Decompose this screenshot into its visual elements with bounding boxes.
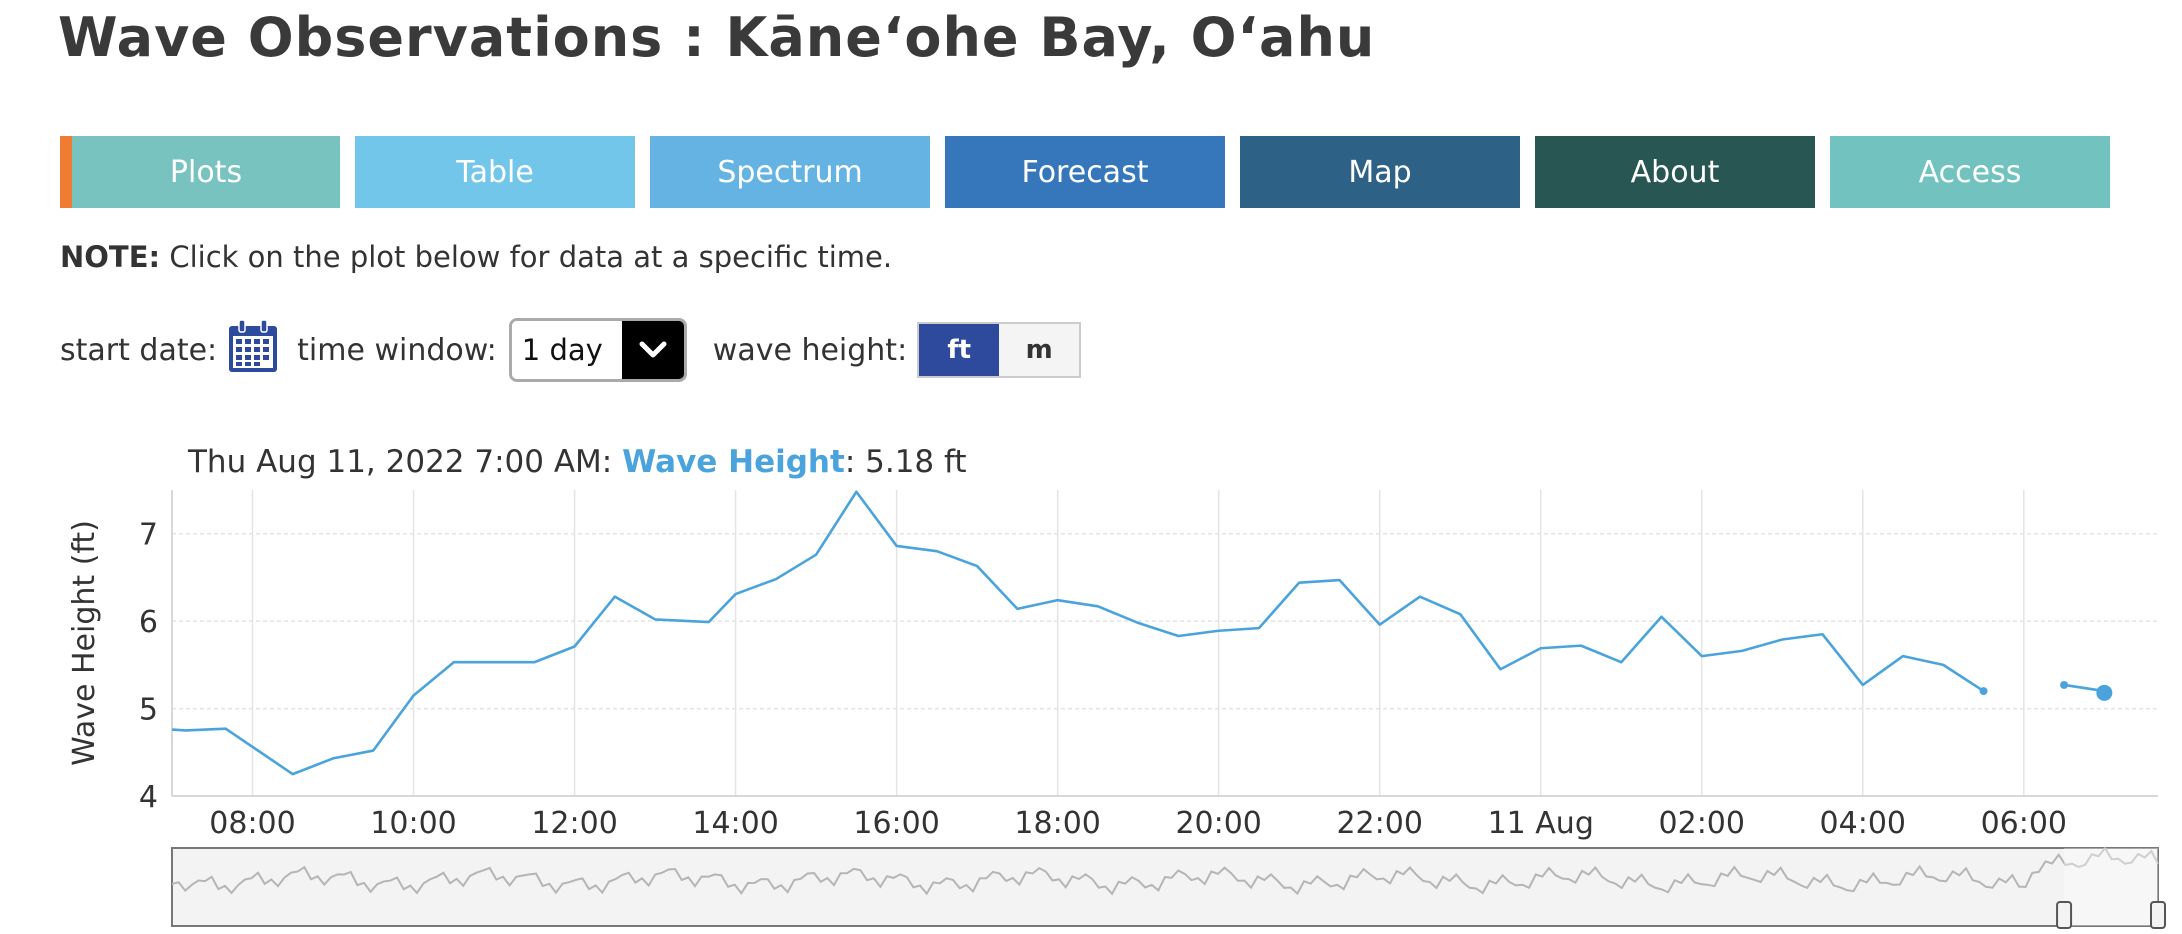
x-tick-label: 14:00 xyxy=(692,806,778,841)
x-tick-label: 20:00 xyxy=(1175,806,1261,841)
y-tick-label: 7 xyxy=(139,518,158,553)
navigator-handle-left[interactable] xyxy=(2056,901,2073,929)
tab-access[interactable]: Access xyxy=(1830,136,2110,208)
highlighted-point[interactable] xyxy=(2096,684,2113,701)
time-window-label: time window: xyxy=(297,332,497,368)
y-tick-label: 6 xyxy=(139,605,158,640)
x-tick-label: 06:00 xyxy=(1981,806,2067,841)
x-tick-label: 12:00 xyxy=(531,806,617,841)
time-window-select[interactable]: 1 day xyxy=(508,318,687,382)
unit-toggle: ft m xyxy=(917,322,1082,378)
tab-about[interactable]: About xyxy=(1535,136,1815,208)
start-date-label: start date: xyxy=(60,332,218,368)
series-point[interactable] xyxy=(2060,680,2069,689)
note-text: Click on the plot below for data at a sp… xyxy=(160,240,893,274)
wave-height-label: wave height: xyxy=(712,332,908,368)
tooltip-datetime: Thu Aug 11, 2022 7:00 AM: xyxy=(188,444,623,480)
navigator-handle-right[interactable] xyxy=(2150,901,2166,929)
x-tick-label: 16:00 xyxy=(853,806,939,841)
y-axis-label: Wave Height (ft) xyxy=(67,520,102,766)
controls-bar: start date: time window: 1 day wave heig… xyxy=(60,318,1082,382)
navigator-series xyxy=(171,846,2159,896)
note: NOTE: Click on the plot below for data a… xyxy=(60,240,892,274)
chart-tooltip: Thu Aug 11, 2022 7:00 AM: Wave Height: 5… xyxy=(188,444,967,480)
chevron-down-icon[interactable] xyxy=(621,321,684,379)
nav-tabs: Plots Table Spectrum Forecast Map About Access xyxy=(60,136,2125,208)
x-tick-label: 04:00 xyxy=(1820,806,1906,841)
y-tick-label: 5 xyxy=(139,693,158,728)
x-tick-label: 11 Aug xyxy=(1488,806,1594,841)
x-tick-label: 02:00 xyxy=(1659,806,1745,841)
x-tick-label: 10:00 xyxy=(370,806,456,841)
x-tick-label: 18:00 xyxy=(1014,806,1100,841)
x-tick-label: 22:00 xyxy=(1336,806,1422,841)
navigator-range[interactable] xyxy=(2064,848,2158,926)
y-tick-label: 4 xyxy=(139,780,158,815)
page-title: Wave Observations : Kāneʻohe Bay, Oʻahu xyxy=(58,6,1376,69)
navigator-background[interactable] xyxy=(171,847,2159,927)
tooltip-series-name: Wave Height xyxy=(622,444,845,480)
calendar-icon[interactable] xyxy=(227,318,279,382)
time-window-value: 1 day xyxy=(511,321,622,379)
tab-plots[interactable]: Plots xyxy=(60,136,340,208)
unit-ft-button[interactable]: ft xyxy=(919,324,1000,376)
note-bold: NOTE: xyxy=(60,240,161,274)
x-tick-label: 08:00 xyxy=(209,806,295,841)
tab-map[interactable]: Map xyxy=(1240,136,1520,208)
series-point[interactable] xyxy=(1979,687,1988,696)
tab-spectrum[interactable]: Spectrum xyxy=(650,136,930,208)
series-line[interactable] xyxy=(171,490,1985,776)
tab-forecast[interactable]: Forecast xyxy=(945,136,1225,208)
tab-table[interactable]: Table xyxy=(355,136,635,208)
unit-m-button[interactable]: m xyxy=(999,324,1080,376)
tooltip-value: : 5.18 ft xyxy=(844,444,967,480)
